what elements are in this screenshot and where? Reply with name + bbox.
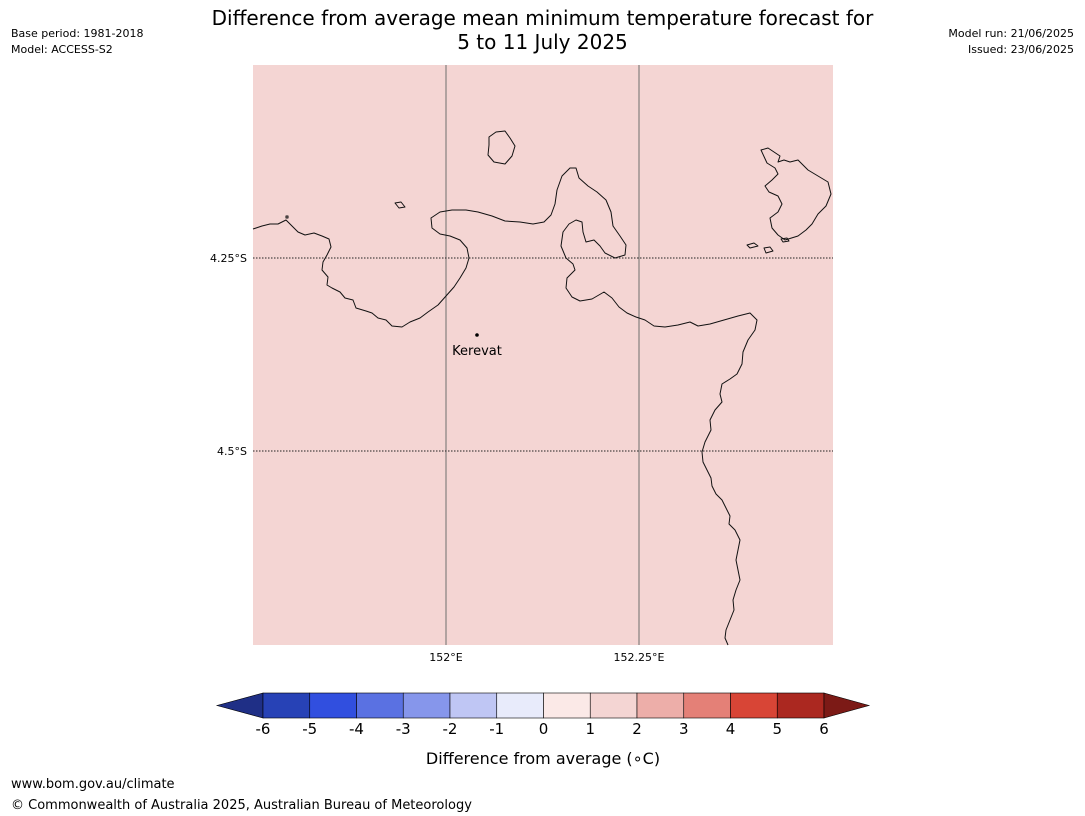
model-name: Model: ACCESS-S2 — [11, 43, 113, 56]
chart-title: Difference from average mean minimum tem… — [0, 6, 1085, 54]
island-small — [394, 201, 406, 209]
island-east-small-3 — [780, 237, 790, 243]
colorbar-tick-label: 5 — [772, 720, 782, 738]
lon-label-152: 152°E — [429, 651, 462, 664]
colorbar-ticks: -6 -5 -4 -3 -2 -1 0 1 2 3 4 5 6 — [256, 720, 829, 738]
colorbar-tick-label: 1 — [585, 720, 595, 738]
coastline — [252, 130, 832, 646]
colorbar-bin — [496, 692, 544, 719]
colorbar-extend-high — [823, 692, 871, 719]
footer-copyright: © Commonwealth of Australia 2025, Austra… — [11, 798, 472, 813]
footer-url: www.bom.gov.au/climate — [11, 777, 175, 792]
colorbar-tick-label: -2 — [443, 720, 458, 738]
colorbar-bin — [356, 692, 404, 719]
base-period: Base period: 1981-2018 — [11, 27, 144, 40]
kerevat-marker — [475, 333, 479, 337]
footer: www.bom.gov.au/climate © Commonwealth of… — [11, 774, 472, 816]
colorbar-extend-low — [215, 692, 264, 719]
colorbar-bin — [309, 692, 357, 719]
map-panel — [253, 65, 833, 645]
colorbar-tick-label: -5 — [302, 720, 317, 738]
island-east-small — [746, 242, 759, 249]
colorbar-tick-label: -1 — [489, 720, 504, 738]
meta-left: Base period: 1981-2018 Model: ACCESS-S2 — [11, 26, 143, 58]
colorbar-bin — [402, 692, 451, 719]
colorbar-bin — [683, 692, 731, 719]
model-run: Model run: 21/06/2025 — [948, 27, 1074, 40]
colorbar-tick-label: 2 — [632, 720, 642, 738]
colorbar-bin — [589, 692, 638, 719]
colorbar-tick-label: 4 — [726, 720, 736, 738]
colorbar-bin — [449, 692, 498, 719]
lat-label-4-5: 4.5°S — [217, 445, 247, 458]
colorbar-bin — [776, 692, 825, 719]
kerevat-label: Kerevat — [452, 344, 502, 359]
colorbar-tick-label: -6 — [256, 720, 271, 738]
colorbar-tick-label: -4 — [349, 720, 364, 738]
colorbar-bin — [636, 692, 685, 719]
colorbar-tick-label: 6 — [819, 720, 829, 738]
lon-label-152-25: 152.25°E — [614, 651, 665, 664]
meta-right: Model run: 21/06/2025 Issued: 23/06/2025 — [948, 26, 1074, 58]
island-west-dot — [285, 215, 289, 219]
colorbar-bin — [262, 692, 311, 719]
colorbar — [215, 692, 871, 719]
lat-label-4-25: 4.25°S — [210, 252, 247, 265]
island-north — [487, 130, 516, 165]
colorbar-bin — [543, 692, 591, 719]
colorbar-tick-label: 0 — [539, 720, 549, 738]
island-east-small-2 — [763, 246, 774, 254]
colorbar-label: Difference from average (∘C) — [426, 749, 660, 768]
title-line-1: Difference from average mean minimum tem… — [211, 6, 874, 30]
colorbar-tick-label: -3 — [396, 720, 411, 738]
colorbar-tick-label: 3 — [679, 720, 689, 738]
colorbar-bin — [730, 692, 778, 719]
coastline-main — [252, 167, 758, 646]
islands-east — [760, 147, 832, 241]
title-line-2: 5 to 11 July 2025 — [457, 30, 628, 54]
issued-date: Issued: 23/06/2025 — [967, 43, 1074, 56]
